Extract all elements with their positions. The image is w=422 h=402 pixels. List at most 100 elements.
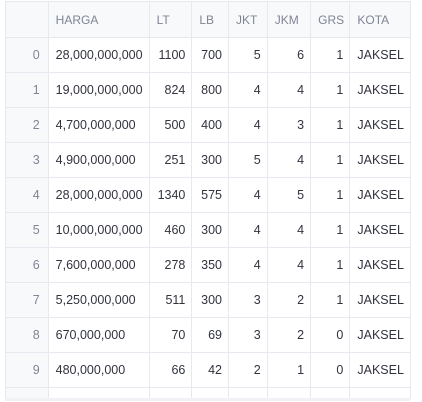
cell-grs[interactable]: 1 xyxy=(310,142,351,178)
column-header-kota[interactable]: KOTA xyxy=(349,2,411,38)
cell-harga[interactable]: 480,000,000 xyxy=(48,352,150,388)
horizontal-scrollbar[interactable] xyxy=(5,398,410,401)
cell-jkt[interactable]: 4 xyxy=(228,247,268,283)
row-index[interactable]: 1 xyxy=(6,72,49,108)
cell-harga[interactable]: 10,000,000,000 xyxy=(48,212,150,248)
empty-cell xyxy=(6,387,49,399)
cell-lt[interactable]: 278 xyxy=(149,247,193,283)
cell-lb[interactable]: 700 xyxy=(191,37,229,73)
cell-lb[interactable]: 300 xyxy=(191,282,229,318)
row-index[interactable]: 7 xyxy=(6,282,49,318)
column-header-harga[interactable]: HARGA xyxy=(48,2,150,38)
column-header-jkm[interactable]: JKM xyxy=(267,2,312,38)
cell-jkt[interactable]: 3 xyxy=(228,317,268,353)
row-index[interactable]: 3 xyxy=(6,142,49,178)
cell-lb[interactable]: 42 xyxy=(191,352,229,388)
cell-grs[interactable]: 1 xyxy=(310,177,351,213)
cell-lt[interactable]: 66 xyxy=(149,352,193,388)
row-index[interactable]: 8 xyxy=(6,317,49,353)
cell-jkt[interactable]: 4 xyxy=(228,72,268,108)
cell-jkm[interactable]: 1 xyxy=(267,352,312,388)
cell-harga[interactable]: 5,250,000,000 xyxy=(48,282,150,318)
row-index[interactable]: 0 xyxy=(6,37,49,73)
cell-grs[interactable]: 1 xyxy=(310,212,351,248)
cell-kota[interactable]: JAKSEL xyxy=(349,352,411,388)
cell-lb[interactable]: 300 xyxy=(191,142,229,178)
cell-lb[interactable]: 400 xyxy=(191,107,229,143)
cell-jkm[interactable]: 4 xyxy=(267,212,312,248)
cell-kota[interactable]: JAKSEL xyxy=(349,317,411,353)
dataframe-table[interactable]: HARGA LT LB JKT JKM GRS KOTA 0 28,000,000… xyxy=(5,1,411,400)
cell-lt[interactable]: 460 xyxy=(149,212,193,248)
cell-harga[interactable]: 28,000,000,000 xyxy=(48,37,150,73)
cell-lt[interactable]: 251 xyxy=(149,142,193,178)
table-row: 6 7,600,000,000 278 350 4 4 1 JAKSEL xyxy=(6,247,411,283)
cell-jkt[interactable]: 5 xyxy=(228,142,268,178)
cell-harga[interactable]: 7,600,000,000 xyxy=(48,247,150,283)
cell-lt[interactable]: 511 xyxy=(149,282,193,318)
cell-kota[interactable]: JAKSEL xyxy=(349,177,411,213)
cell-harga[interactable]: 19,000,000,000 xyxy=(48,72,150,108)
empty-cell xyxy=(48,387,150,399)
cell-grs[interactable]: 1 xyxy=(310,247,351,283)
cell-kota[interactable]: JAKSEL xyxy=(349,212,411,248)
empty-cell xyxy=(191,387,229,399)
row-index[interactable]: 4 xyxy=(6,177,49,213)
cell-jkm[interactable]: 3 xyxy=(267,107,312,143)
cell-kota[interactable]: JAKSEL xyxy=(349,282,411,318)
row-index[interactable]: 6 xyxy=(6,247,49,283)
empty-cell xyxy=(310,387,351,399)
cell-lb[interactable]: 350 xyxy=(191,247,229,283)
partial-row xyxy=(6,387,411,399)
cell-jkt[interactable]: 2 xyxy=(228,352,268,388)
data-grid: HARGA LT LB JKT JKM GRS KOTA 0 28,000,000… xyxy=(6,2,411,399)
cell-kota[interactable]: JAKSEL xyxy=(349,37,411,73)
cell-kota[interactable]: JAKSEL xyxy=(349,107,411,143)
table-row: 2 4,700,000,000 500 400 4 3 1 JAKSEL xyxy=(6,107,411,143)
header-row: HARGA LT LB JKT JKM GRS KOTA xyxy=(6,2,411,38)
cell-harga[interactable]: 4,900,000,000 xyxy=(48,142,150,178)
column-header-lt[interactable]: LT xyxy=(149,2,193,38)
cell-lt[interactable]: 70 xyxy=(149,317,193,353)
cell-jkt[interactable]: 4 xyxy=(228,177,268,213)
cell-lt[interactable]: 500 xyxy=(149,107,193,143)
cell-jkm[interactable]: 4 xyxy=(267,142,312,178)
cell-harga[interactable]: 4,700,000,000 xyxy=(48,107,150,143)
cell-jkm[interactable]: 2 xyxy=(267,282,312,318)
cell-grs[interactable]: 1 xyxy=(310,282,351,318)
cell-kota[interactable]: JAKSEL xyxy=(349,142,411,178)
cell-grs[interactable]: 1 xyxy=(310,107,351,143)
cell-jkm[interactable]: 6 xyxy=(267,37,312,73)
cell-jkm[interactable]: 5 xyxy=(267,177,312,213)
cell-grs[interactable]: 0 xyxy=(310,352,351,388)
table-row: 1 19,000,000,000 824 800 4 4 1 JAKSEL xyxy=(6,72,411,108)
cell-lb[interactable]: 575 xyxy=(191,177,229,213)
cell-grs[interactable]: 1 xyxy=(310,72,351,108)
cell-lt[interactable]: 1340 xyxy=(149,177,193,213)
cell-harga[interactable]: 670,000,000 xyxy=(48,317,150,353)
cell-lt[interactable]: 1100 xyxy=(149,37,193,73)
cell-harga[interactable]: 28,000,000,000 xyxy=(48,177,150,213)
cell-lt[interactable]: 824 xyxy=(149,72,193,108)
cell-lb[interactable]: 800 xyxy=(191,72,229,108)
row-index[interactable]: 9 xyxy=(6,352,49,388)
cell-kota[interactable]: JAKSEL xyxy=(349,247,411,283)
cell-jkt[interactable]: 4 xyxy=(228,212,268,248)
cell-grs[interactable]: 0 xyxy=(310,317,351,353)
cell-grs[interactable]: 1 xyxy=(310,37,351,73)
column-header-lb[interactable]: LB xyxy=(191,2,229,38)
cell-jkt[interactable]: 3 xyxy=(228,282,268,318)
cell-jkm[interactable]: 2 xyxy=(267,317,312,353)
column-header-jkt[interactable]: JKT xyxy=(228,2,268,38)
cell-jkt[interactable]: 4 xyxy=(228,107,268,143)
empty-cell xyxy=(228,387,268,399)
cell-kota[interactable]: JAKSEL xyxy=(349,72,411,108)
cell-jkm[interactable]: 4 xyxy=(267,247,312,283)
cell-lb[interactable]: 69 xyxy=(191,317,229,353)
cell-jkt[interactable]: 5 xyxy=(228,37,268,73)
row-index[interactable]: 5 xyxy=(6,212,49,248)
cell-jkm[interactable]: 4 xyxy=(267,72,312,108)
cell-lb[interactable]: 300 xyxy=(191,212,229,248)
row-index[interactable]: 2 xyxy=(6,107,49,143)
column-header-grs[interactable]: GRS xyxy=(310,2,351,38)
